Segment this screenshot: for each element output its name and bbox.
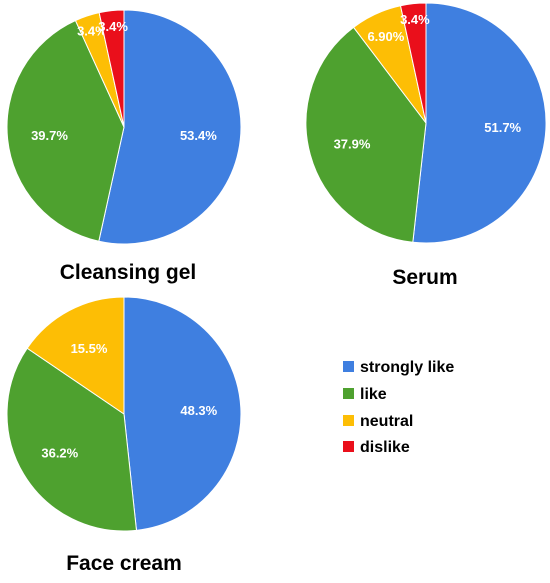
slice-label-strongly-like: 48.3% [180, 403, 217, 418]
legend-label-strongly-like: strongly like [360, 359, 454, 376]
pie-charts: 53.4%39.7%3.4%3.4%51.7%37.9%6.90%3.4%48.… [6, 2, 547, 532]
slice-strongly-like [123, 296, 242, 531]
legend-item-like: like [343, 386, 387, 403]
slice-dislike [399, 2, 427, 124]
legend-item-strongly-like: strongly like [343, 359, 454, 376]
pie-serum: 51.7% 37.9% 6.90% 3.4% [305, 2, 547, 244]
pie-title-cleansing-gel: Cleansing gel [60, 261, 197, 284]
slice-label-neutral: 6.90% [367, 29, 404, 44]
slice-strongly-like [98, 9, 242, 245]
legend-label-like: like [360, 386, 387, 403]
legend-label-neutral: neutral [360, 413, 413, 430]
pie-title-serum: Serum [392, 266, 457, 289]
pie-face-cream: 48.3% 36.2% 15.5% [6, 296, 242, 532]
slice-label-strongly-like: 53.4% [180, 128, 217, 143]
legend-swatch-dislike [343, 441, 354, 452]
slice-label-dislike: 3.4% [400, 12, 430, 27]
slice-like [6, 19, 125, 242]
slice-label-neutral: 3.4% [77, 23, 107, 38]
legend-swatch-neutral [343, 415, 354, 426]
slice-like [305, 26, 427, 243]
pie-title-face-cream: Face cream [66, 552, 182, 575]
slice-dislike [98, 9, 125, 128]
slice-label-dislike: 3.4% [98, 19, 128, 34]
slice-label-like: 37.9% [334, 136, 371, 151]
slice-label-strongly-like: 51.7% [484, 120, 521, 135]
slice-label-like: 36.2% [41, 446, 78, 461]
legend: strongly like like neutral dislike [343, 359, 454, 456]
legend-swatch-like [343, 388, 354, 399]
slice-neutral [26, 296, 125, 415]
legend-item-dislike: dislike [343, 439, 410, 456]
legend-item-neutral: neutral [343, 413, 413, 430]
slice-strongly-like [412, 2, 547, 244]
legend-label-dislike: dislike [360, 439, 410, 456]
legend-swatch-strongly-like [343, 361, 354, 372]
pie-titles: Cleansing gel Serum Face cream [60, 261, 458, 575]
pie-cleansing-gel: 53.4% 39.7% 3.4%3.4% [6, 9, 242, 245]
slice-label-like: 39.7% [31, 128, 68, 143]
slice-label-neutral: 15.5% [71, 341, 108, 356]
slice-like [6, 347, 138, 532]
